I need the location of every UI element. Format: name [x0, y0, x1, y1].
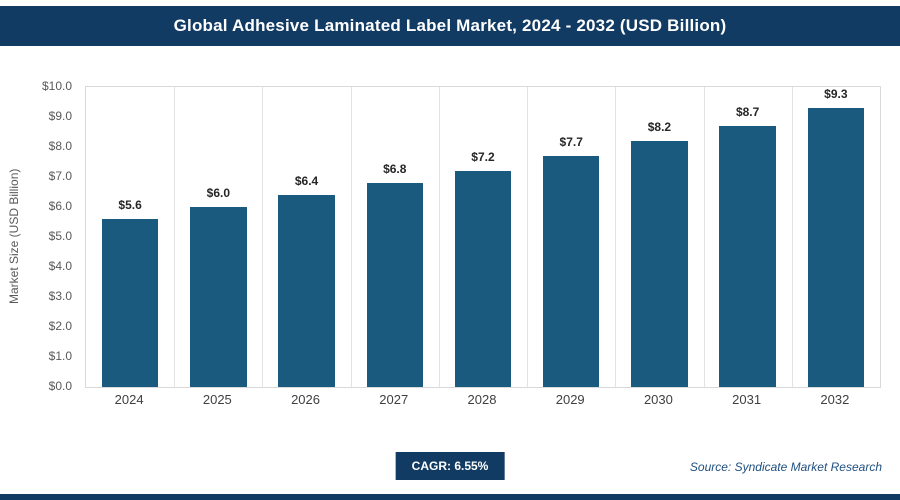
- bar-value-label: $8.2: [647, 120, 672, 134]
- x-tick-label: 2027: [379, 392, 409, 407]
- x-axis-tick-labels: 2024 2025 2026 2027 2028 2029 2030 2031 2032: [85, 392, 879, 407]
- bar-column-2025: $6.0: [174, 87, 262, 387]
- gridline: [350, 87, 352, 387]
- bar-2026: [278, 195, 335, 387]
- y-tick-label: $5.0: [48, 229, 72, 243]
- bar-column-2029: $7.7: [527, 87, 615, 387]
- gridline: [262, 87, 264, 387]
- y-tick-label: $4.0: [48, 259, 72, 273]
- chart-title-banner: Global Adhesive Laminated Label Market, …: [0, 6, 900, 46]
- bar-2031: [719, 126, 776, 387]
- bar-value-label: $7.7: [559, 135, 583, 149]
- y-tick-label: $1.0: [48, 349, 72, 363]
- bar-2025: [190, 207, 247, 387]
- y-tick-label: $9.0: [48, 109, 72, 123]
- source-attribution: Source: Syndicate Market Research: [689, 460, 882, 474]
- x-tick-label: 2030: [643, 392, 673, 407]
- gridline: [791, 87, 793, 387]
- y-tick-label: $0.0: [48, 379, 72, 393]
- bar-column-2026: $6.4: [262, 87, 350, 387]
- bar-value-label: $6.0: [206, 186, 230, 200]
- x-tick-label: 2025: [202, 392, 232, 407]
- gridline: [615, 87, 617, 387]
- y-tick-label: $3.0: [48, 289, 72, 303]
- bar-column-2031: $8.7: [704, 87, 792, 387]
- x-tick-label: 2031: [732, 392, 762, 407]
- y-tick-label: $6.0: [48, 199, 72, 213]
- bar-value-label: $5.6: [118, 198, 142, 212]
- y-tick-label: $8.0: [48, 139, 72, 153]
- y-tick-label: $10.0: [41, 79, 72, 93]
- bar-value-label: $6.8: [383, 162, 407, 176]
- bar-2029: [542, 156, 600, 387]
- y-axis-tick-labels: $0.0 $1.0 $2.0 $3.0 $4.0 $5.0 $6.0 $7.0 $8.0 $9.0…: [26, 79, 78, 393]
- bar-2032: [807, 108, 865, 387]
- x-tick-label: 2028: [467, 392, 497, 407]
- bottom-accent-bar: [0, 494, 900, 500]
- plot-area: $5.6 $6.0 $6.4 $6.8 $7.2 $7.7 $8.2 $8.7 $9.3: [85, 86, 881, 388]
- gridline: [703, 87, 705, 387]
- cagr-badge: CAGR: 6.55%: [395, 452, 505, 480]
- bar-2027: [366, 183, 423, 387]
- x-tick-label: 2032: [820, 392, 850, 407]
- bar-2030: [631, 141, 688, 387]
- y-tick-label: $7.0: [48, 169, 72, 183]
- bar-value-label: $9.3: [824, 87, 848, 101]
- x-tick-label: 2024: [114, 392, 144, 407]
- bar-column-2030: $8.2: [615, 87, 703, 387]
- bar-2028: [454, 171, 512, 387]
- x-tick-label: 2026: [291, 392, 320, 407]
- bar-column-2024: $5.6: [86, 87, 174, 387]
- gridline: [438, 87, 440, 387]
- bar-column-2032: $9.3: [792, 87, 880, 387]
- bar-column-2027: $6.8: [351, 87, 439, 387]
- bar-value-label: $8.7: [735, 105, 760, 119]
- bar-value-label: $6.4: [294, 174, 319, 188]
- y-tick-label: $2.0: [48, 319, 72, 333]
- bar-value-label: $7.2: [471, 150, 495, 164]
- x-tick-label: 2029: [555, 392, 585, 407]
- chart-title: Global Adhesive Laminated Label Market, …: [173, 16, 727, 35]
- bar-column-2028: $7.2: [439, 87, 527, 387]
- bar-2024: [101, 219, 159, 387]
- gridline: [527, 87, 529, 387]
- gridline: [174, 87, 176, 387]
